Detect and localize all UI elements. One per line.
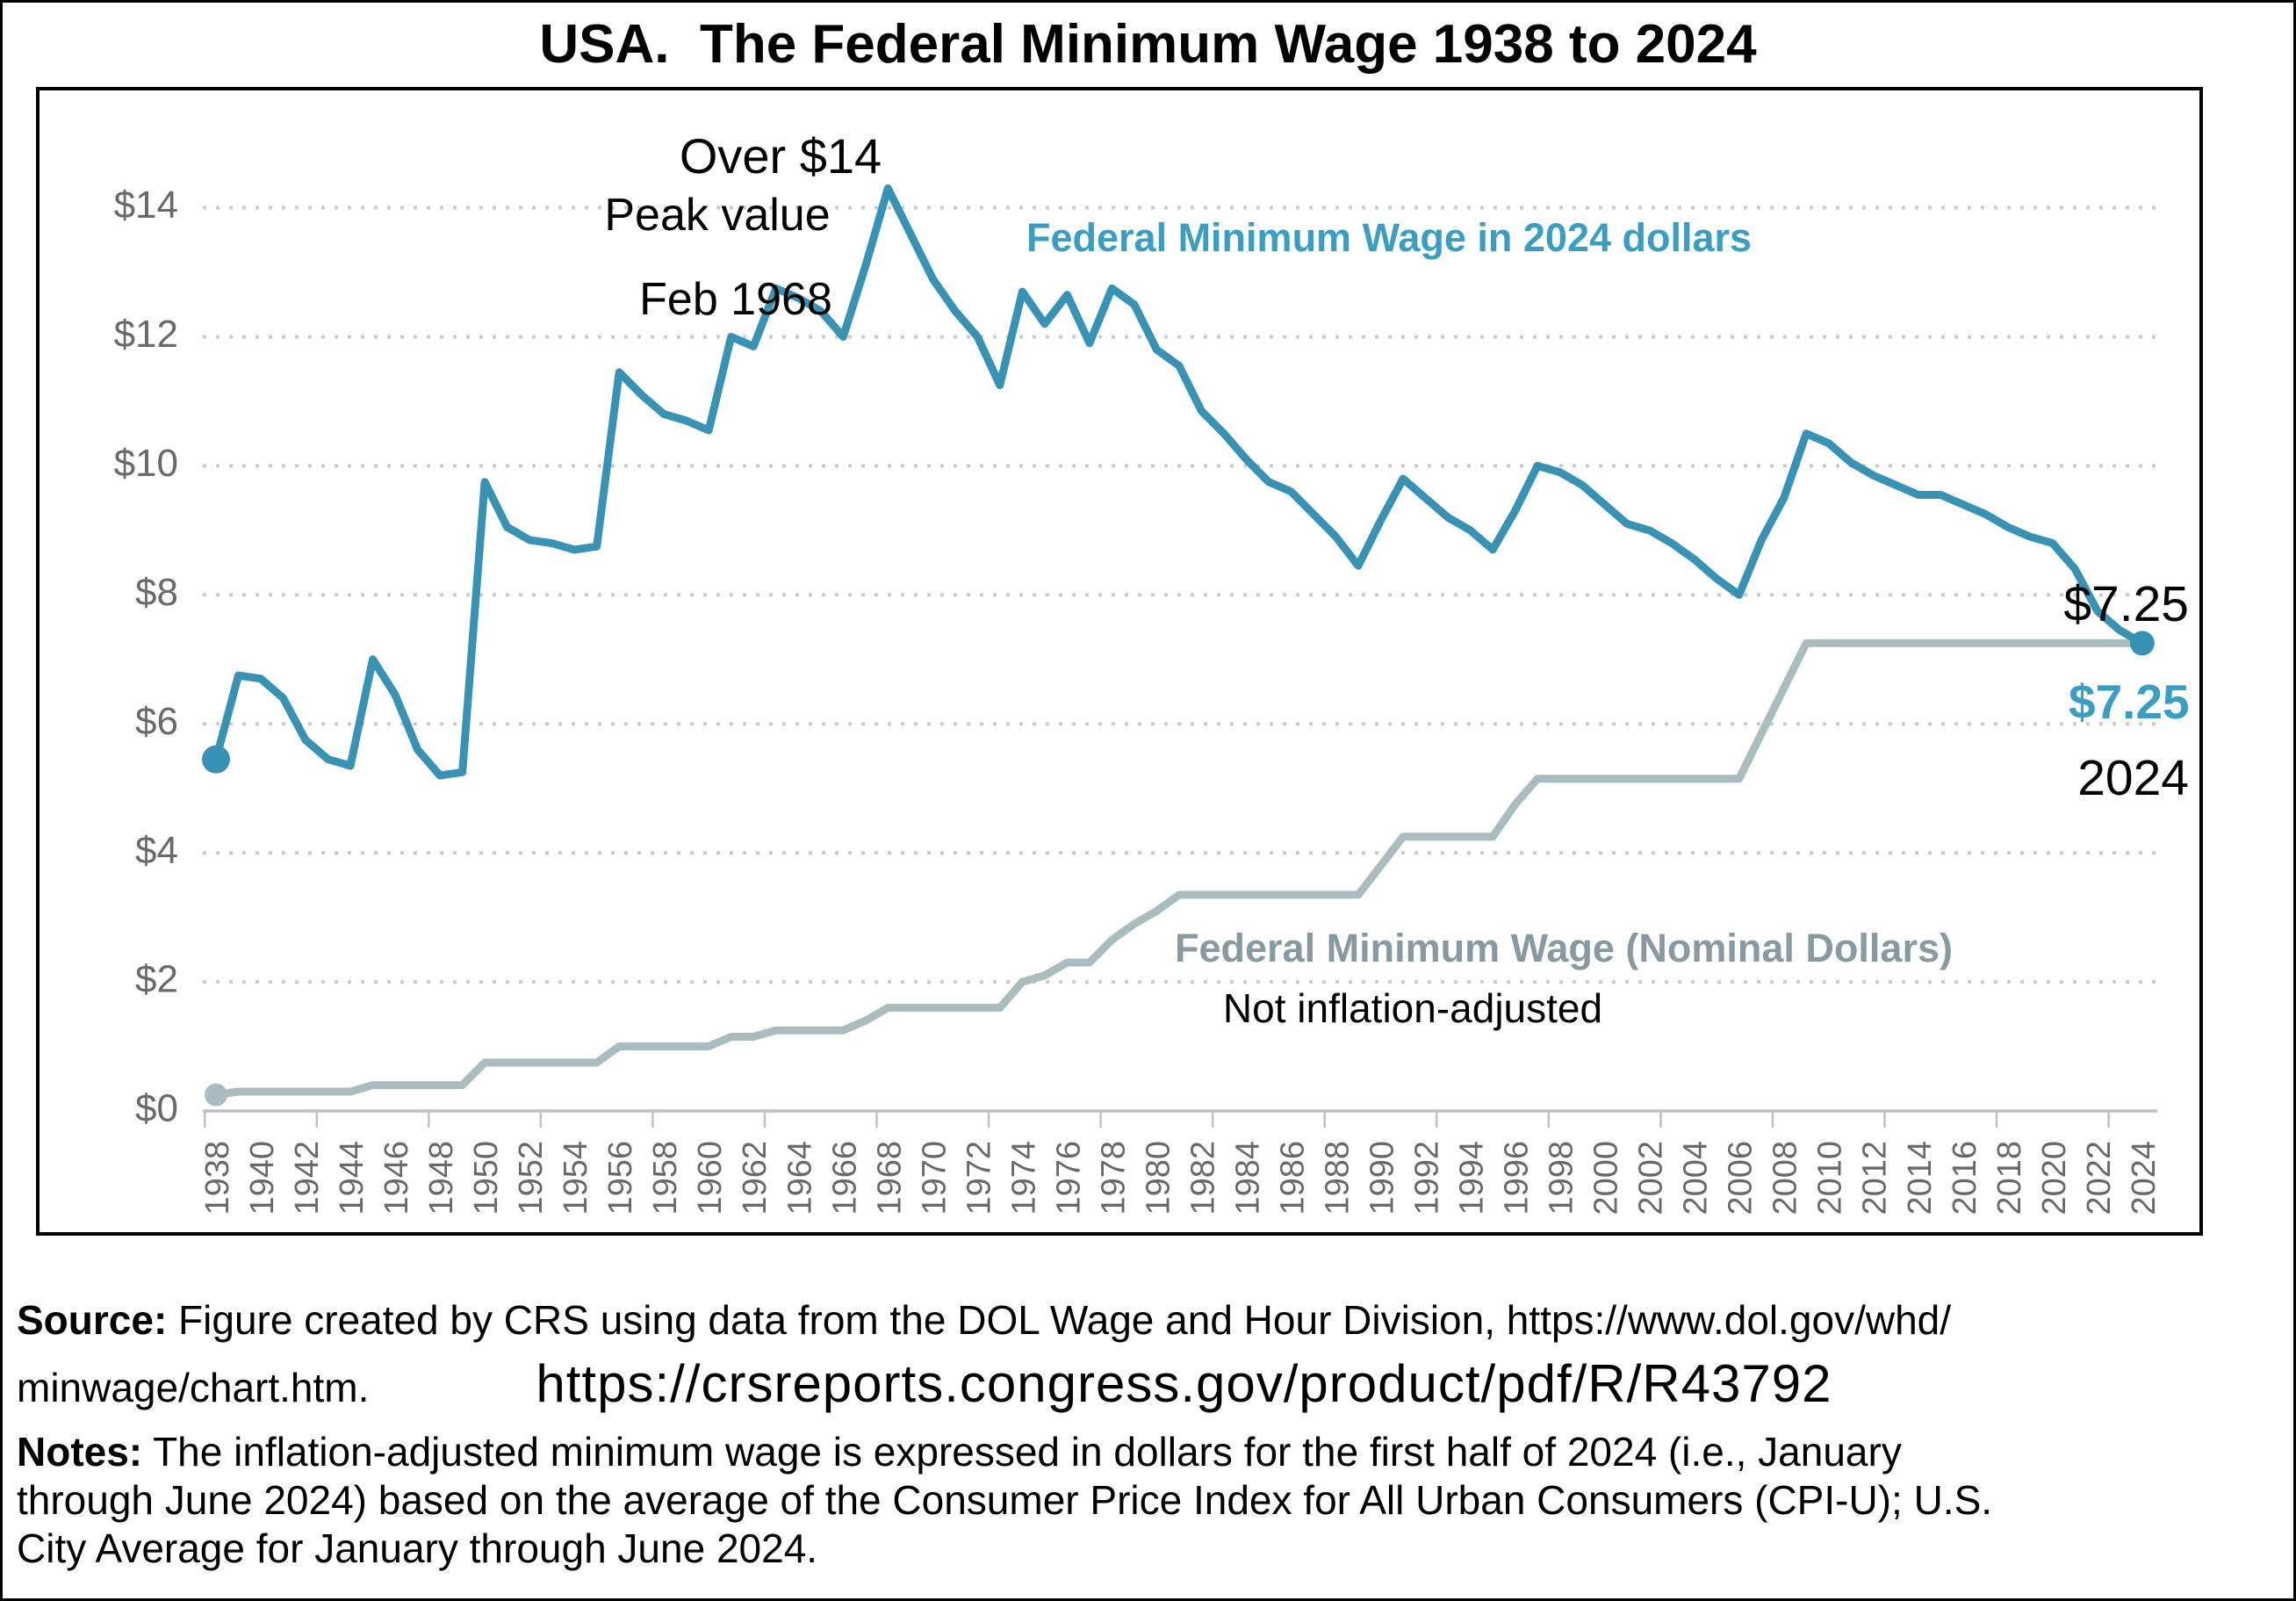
endpoint-marker-1938 bbox=[202, 745, 230, 774]
y-tick-label: $2 bbox=[135, 958, 178, 1001]
nominal-series-sublabel: Not inflation-adjusted bbox=[1222, 985, 1603, 1031]
x-tick-label: 1938 bbox=[199, 1141, 236, 1215]
x-tick-label: 1970 bbox=[916, 1141, 953, 1215]
x-tick-label: 2024 bbox=[2126, 1141, 2163, 1215]
end-value-annotation: $7.25 2024 bbox=[2063, 459, 2189, 923]
x-tick-label: 2020 bbox=[2036, 1141, 2073, 1215]
series-line-real bbox=[212, 184, 2147, 780]
peak-annotation-value: Over $14 bbox=[679, 128, 882, 184]
nominal-series-label: Federal Minimum Wage (Nominal Dollars) bbox=[1175, 926, 1953, 970]
x-tick-label: 1992 bbox=[1409, 1141, 1446, 1215]
x-tick-label: 2012 bbox=[1857, 1141, 1894, 1215]
endpoint-marker-2024 bbox=[2129, 631, 2155, 656]
x-tick-label: 1974 bbox=[1005, 1141, 1042, 1215]
x-tick-label: 1966 bbox=[826, 1141, 863, 1215]
x-tick-label: 2004 bbox=[1678, 1141, 1715, 1215]
page-title: USA. The Federal Minimum Wage 1938 to 20… bbox=[539, 14, 1757, 75]
y-tick-label: $14 bbox=[114, 184, 178, 227]
x-tick-label: 2014 bbox=[1902, 1141, 1939, 1215]
x-tick-label: 1996 bbox=[1499, 1141, 1536, 1215]
x-tick-label: 2008 bbox=[1767, 1141, 1804, 1215]
x-tick-label: 1980 bbox=[1140, 1141, 1177, 1215]
x-tick-label: 1976 bbox=[1050, 1141, 1087, 1215]
x-tick-label: 1988 bbox=[1320, 1141, 1357, 1215]
x-tick-label: 2002 bbox=[1633, 1141, 1670, 1215]
source-line-1: Source: Figure created by CRS using data… bbox=[17, 1295, 2291, 1345]
x-tick-label: 1972 bbox=[961, 1141, 997, 1215]
y-tick-label: $12 bbox=[114, 313, 178, 356]
x-tick-label: 1962 bbox=[737, 1141, 774, 1215]
x-tick-label: 1952 bbox=[513, 1141, 550, 1215]
x-tick-label: 1964 bbox=[781, 1141, 818, 1215]
source-url-tail: minwage/chart.htm. bbox=[17, 1365, 370, 1410]
x-tick-label: 1950 bbox=[468, 1141, 505, 1215]
y-tick-label: $10 bbox=[114, 442, 178, 485]
y-tick-label: $8 bbox=[135, 571, 178, 614]
x-tick-label: 2018 bbox=[1991, 1141, 2028, 1215]
x-tick-label: 1986 bbox=[1274, 1141, 1311, 1215]
x-tick-label: 1984 bbox=[1229, 1141, 1266, 1215]
source-label: Source: bbox=[17, 1297, 168, 1343]
real-line-end-value-label: $7.25 bbox=[2069, 674, 2190, 729]
x-tick-label: 1998 bbox=[1544, 1141, 1580, 1215]
notes-line-2: through June 2024) based on the average … bbox=[17, 1477, 1993, 1523]
source-text: Figure created by CRS using data from th… bbox=[167, 1297, 1952, 1343]
x-tick-label: 1944 bbox=[334, 1141, 371, 1215]
endpoint-marker-1938 bbox=[205, 1083, 227, 1107]
x-tick-label: 1978 bbox=[1095, 1141, 1132, 1215]
notes-block: Notes: The inflation-adjusted minimum wa… bbox=[17, 1428, 2291, 1573]
x-tick-label: 2016 bbox=[1947, 1141, 1983, 1215]
x-tick-label: 1946 bbox=[378, 1141, 415, 1215]
notes-text-1: The inflation-adjusted minimum wage is e… bbox=[142, 1429, 1902, 1475]
y-tick-label: $6 bbox=[135, 700, 178, 743]
peak-annotation-date: Feb 1968 bbox=[639, 274, 832, 325]
x-tick-label: 1958 bbox=[647, 1141, 684, 1215]
notes-line-3: City Average for January through June 20… bbox=[17, 1525, 818, 1571]
x-tick-label: 1960 bbox=[692, 1141, 729, 1215]
x-tick-label: 1948 bbox=[423, 1141, 460, 1215]
x-tick-label: 1954 bbox=[558, 1141, 594, 1215]
x-tick-label: 1956 bbox=[602, 1141, 639, 1215]
series-line-nominal bbox=[212, 638, 2147, 1100]
x-tick-label: 1942 bbox=[289, 1141, 326, 1215]
x-tick-label: 1994 bbox=[1454, 1141, 1491, 1215]
x-tick-label: 1982 bbox=[1184, 1141, 1221, 1215]
y-tick-label: $4 bbox=[135, 829, 178, 872]
peak-annotation-caption: Peak value bbox=[604, 190, 831, 241]
y-tick-label: $0 bbox=[135, 1087, 178, 1130]
chart-plot-area: $0 $2 $4 $6 $8 $10 $12 $14 1938 1940 1942 1944 1946 1… bbox=[36, 87, 2203, 1236]
x-tick-label: 1990 bbox=[1364, 1141, 1401, 1215]
notes-label: Notes: bbox=[17, 1429, 143, 1475]
x-tick-label: 1968 bbox=[871, 1141, 908, 1215]
source-line-2: minwage/chart.htm. https://crsreports.co… bbox=[17, 1353, 2291, 1414]
report-url: https://crsreports.congress.gov/product/… bbox=[536, 1354, 1832, 1413]
x-tick-label: 2010 bbox=[1812, 1141, 1849, 1215]
real-series-label: Federal Minimum Wage in 2024 dollars bbox=[1026, 215, 1753, 260]
x-tick-label: 2000 bbox=[1588, 1141, 1625, 1215]
x-tick-label: 2022 bbox=[2081, 1141, 2118, 1215]
x-tick-label: 2006 bbox=[1723, 1141, 1760, 1215]
end-value-year: 2024 bbox=[2077, 750, 2189, 806]
notes-line-1: Notes: The inflation-adjusted minimum wa… bbox=[17, 1428, 2291, 1476]
end-value-amount: $7.25 bbox=[2063, 576, 2189, 632]
x-tick-label: 1940 bbox=[244, 1141, 281, 1215]
footer: Source: Figure created by CRS using data… bbox=[17, 1295, 2291, 1573]
